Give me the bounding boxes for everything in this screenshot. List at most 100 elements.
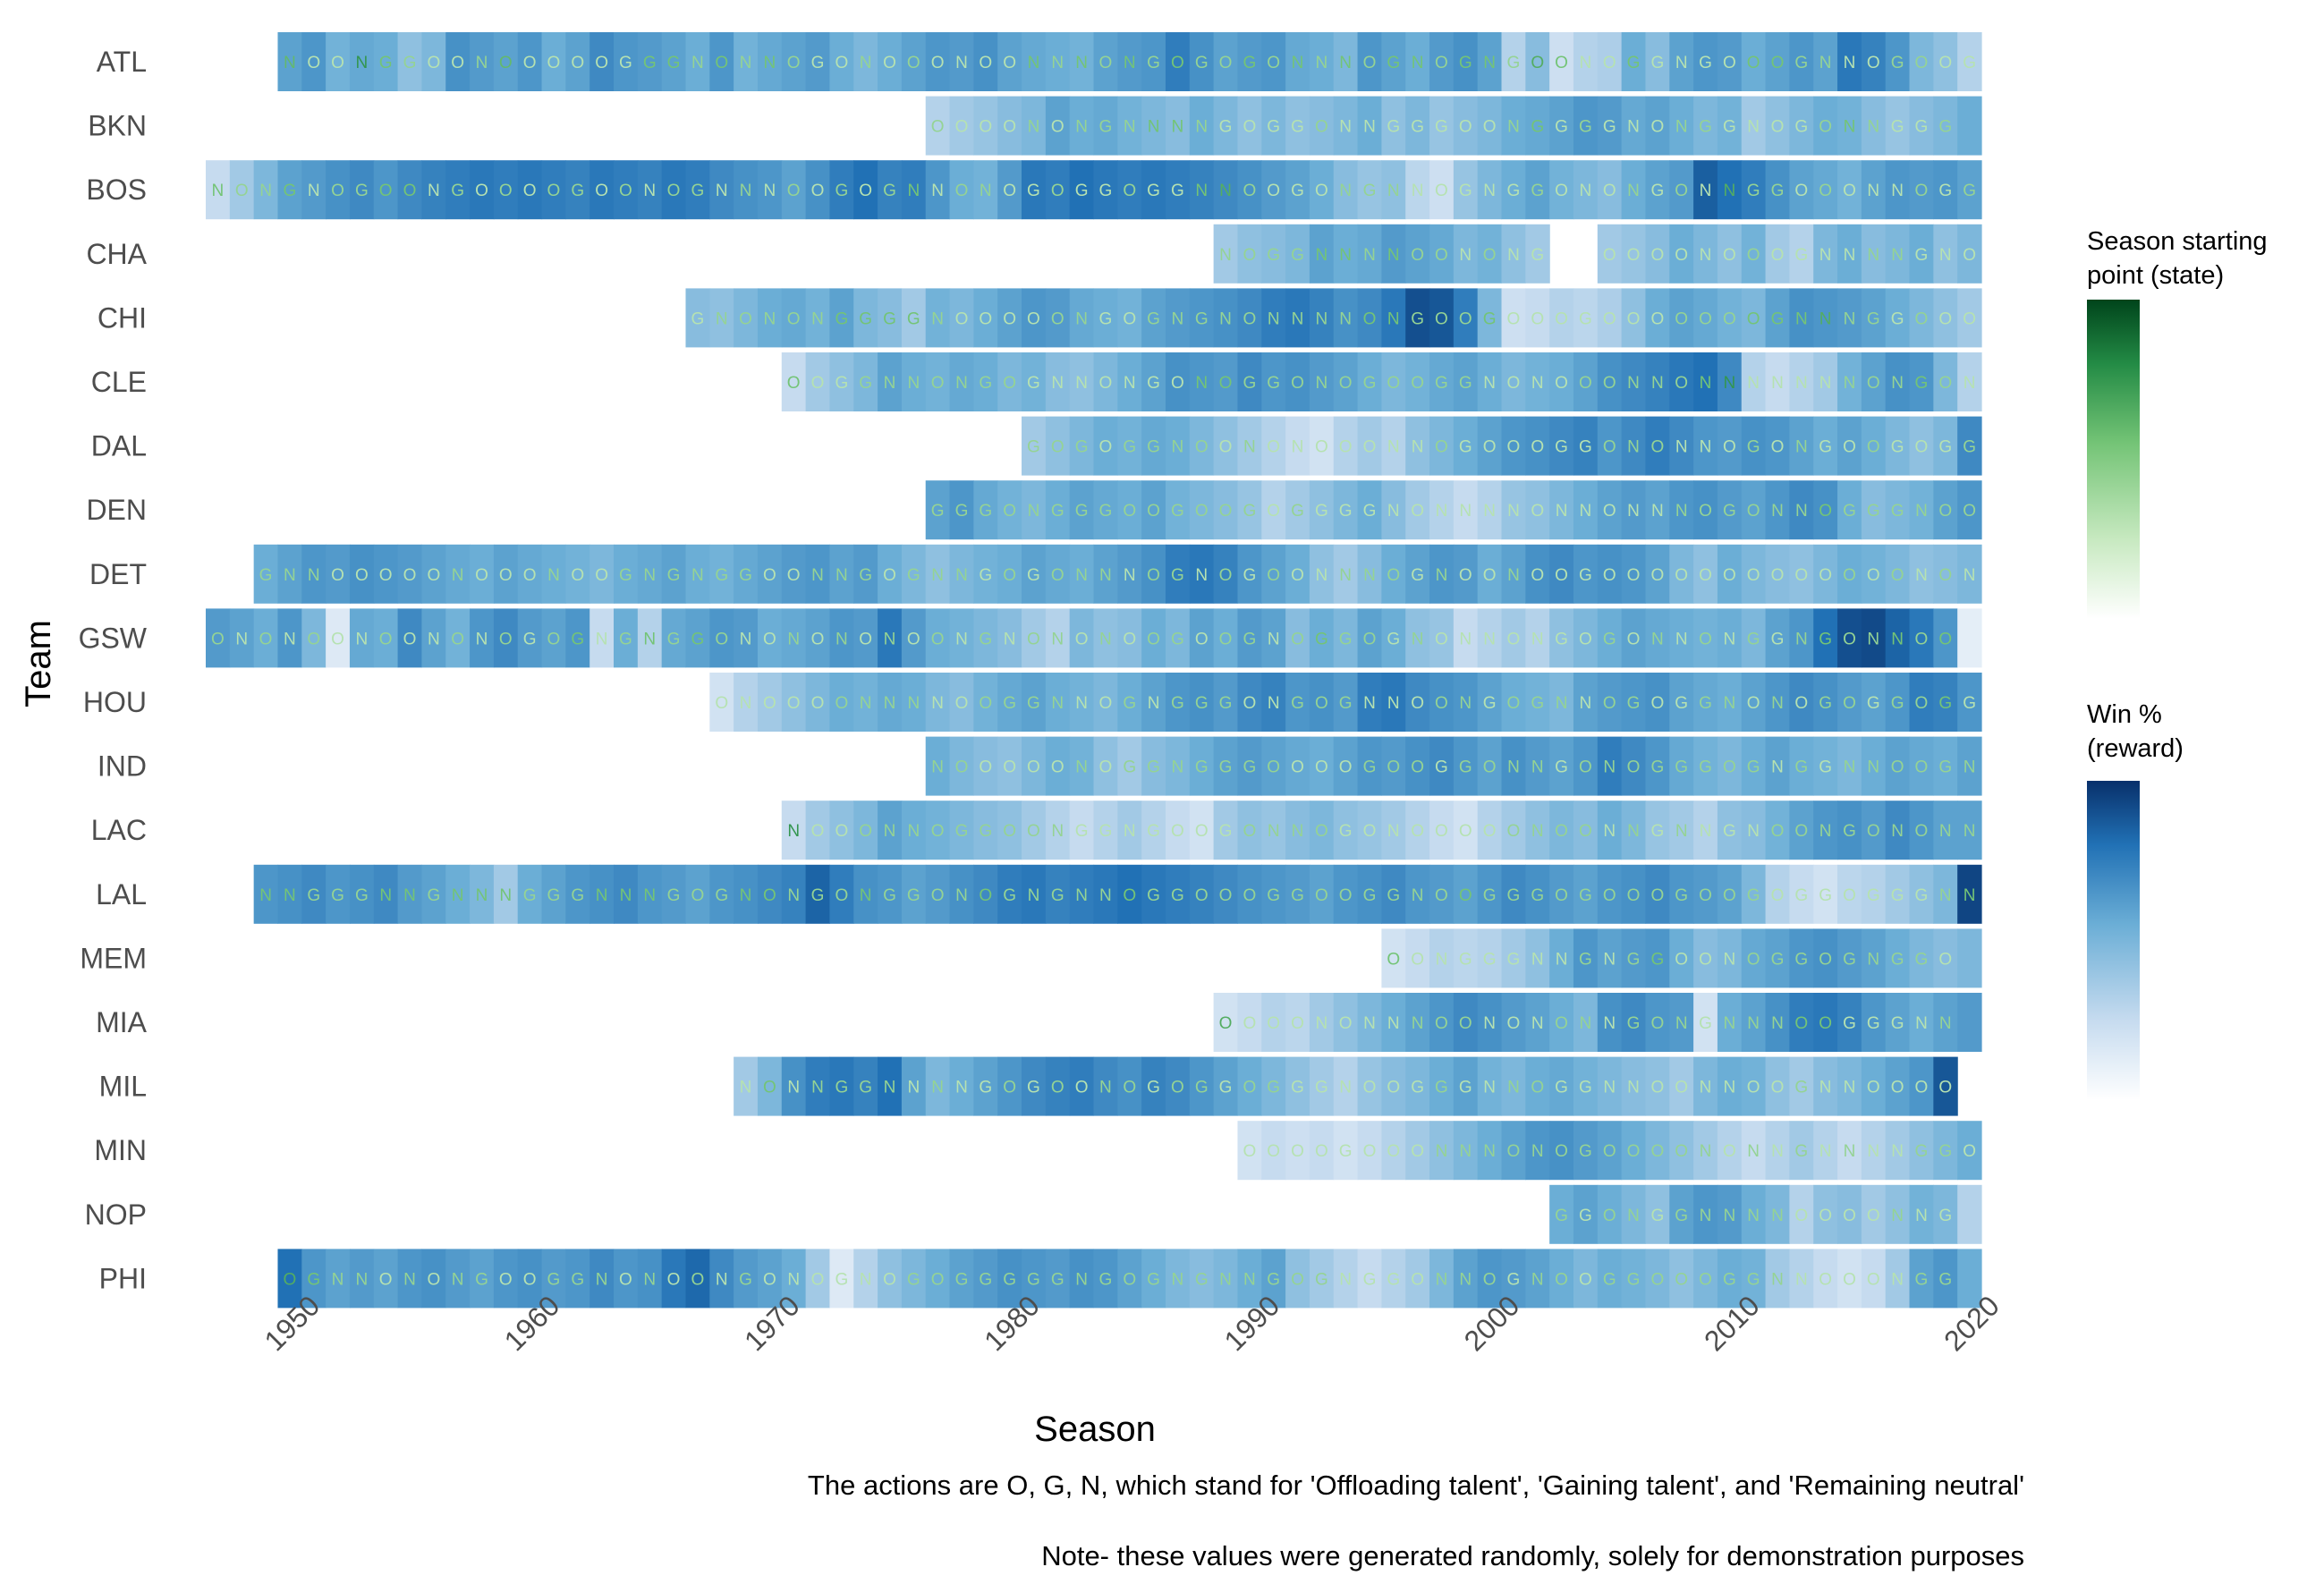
action-label: O (1027, 822, 1040, 841)
action-label: N (1315, 309, 1327, 328)
heatmap-cell (1861, 288, 1887, 348)
action-label: N (955, 630, 968, 648)
action-label: G (1339, 694, 1353, 713)
action-label: G (1938, 694, 1952, 713)
action-label: N (1844, 309, 1856, 328)
heatmap-cell (1093, 480, 1118, 540)
action-label: O (1507, 309, 1521, 328)
action-label: N (884, 694, 896, 713)
action-label: G (1459, 374, 1472, 393)
action-label: N (1771, 1207, 1784, 1225)
action-label: N (1867, 246, 1879, 265)
action-label: N (764, 182, 776, 200)
action-label: N (1627, 1207, 1640, 1225)
action-label: O (1747, 502, 1760, 521)
heatmap-cell (1813, 160, 1838, 220)
action-label: O (1435, 694, 1448, 713)
heatmap-cell (1405, 224, 1430, 284)
heatmap-cell (1837, 288, 1862, 348)
action-label: N (1819, 1142, 1832, 1161)
action-label: O (1027, 758, 1040, 777)
action-label: N (1891, 246, 1904, 265)
heatmap-cell (1069, 32, 1095, 91)
action-label: O (955, 309, 969, 328)
action-label: N (1412, 182, 1424, 200)
action-label: O (1243, 886, 1256, 905)
heatmap-cell (1213, 480, 1239, 540)
heatmap-cell (973, 352, 998, 411)
heatmap-cell (1813, 96, 1838, 156)
heatmap-cell (1405, 673, 1430, 732)
heatmap-cell (781, 544, 807, 604)
heatmap-cell (1285, 864, 1310, 924)
action-label: G (1387, 886, 1400, 905)
action-label: N (1436, 950, 1448, 969)
heatmap-cell (1117, 96, 1142, 156)
action-label: N (1292, 822, 1304, 841)
heatmap-cell (1045, 544, 1071, 604)
action-label: N (716, 1270, 728, 1289)
heatmap-cell (614, 544, 639, 604)
action-label: O (715, 54, 728, 72)
x-axis-title: Season (1034, 1410, 1156, 1449)
heatmap-cell (1477, 480, 1503, 540)
heatmap-cell (1909, 800, 1934, 860)
heatmap-cell (301, 544, 327, 604)
heatmap-cell (1381, 288, 1406, 348)
action-label: O (1771, 1079, 1785, 1097)
action-label: G (1027, 182, 1040, 200)
heatmap-cell (1381, 352, 1406, 411)
action-label: G (1867, 309, 1880, 328)
heatmap-cell (1261, 160, 1286, 220)
action-label: N (1964, 374, 1976, 393)
heatmap-cell (685, 864, 710, 924)
heatmap-cell (589, 32, 615, 91)
heatmap-cell (901, 864, 927, 924)
action-label: G (1915, 118, 1929, 137)
heatmap-cell (1885, 96, 1911, 156)
action-label: O (1627, 566, 1641, 585)
heatmap-cell (829, 544, 854, 604)
action-label: G (1267, 374, 1280, 393)
heatmap-cell (637, 608, 663, 668)
action-label: N (1483, 182, 1496, 200)
heatmap-cell (421, 160, 446, 220)
action-label: N (1556, 694, 1568, 713)
action-label: O (715, 630, 728, 648)
heatmap-cell (1453, 352, 1479, 411)
action-label: N (1075, 1270, 1088, 1289)
action-label: N (403, 1270, 416, 1289)
action-label: G (1147, 54, 1160, 72)
action-label: O (1650, 1270, 1664, 1289)
heatmap-cell (1669, 416, 1694, 476)
heatmap-cell (709, 673, 734, 732)
heatmap-cell (1645, 608, 1670, 668)
action-label: N (1172, 309, 1184, 328)
action-label: G (1363, 886, 1377, 905)
action-label: O (1387, 950, 1400, 969)
action-label: O (283, 1270, 296, 1289)
action-label: O (1843, 630, 1856, 648)
heatmap-cell (1381, 736, 1406, 796)
action-label: O (1915, 1079, 1929, 1097)
action-label: N (1507, 566, 1520, 585)
action-label: N (907, 822, 920, 841)
action-label: G (1411, 566, 1424, 585)
heatmap-cell (1645, 864, 1670, 924)
heatmap-cell (1621, 288, 1647, 348)
heatmap-cell (1525, 352, 1550, 411)
action-label: N (1243, 1270, 1256, 1289)
action-label: N (1507, 118, 1520, 137)
heatmap-cell (1597, 864, 1623, 924)
heatmap-cell (1093, 352, 1118, 411)
action-label: N (476, 54, 488, 72)
action-label: N (1627, 118, 1640, 137)
heatmap-cell (1837, 416, 1862, 476)
heatmap-cell (878, 160, 903, 220)
heatmap-cell (1069, 160, 1095, 220)
heatmap-cell (1501, 224, 1526, 284)
heatmap-cell (637, 544, 663, 604)
action-label: N (1292, 309, 1304, 328)
heatmap-cell (1597, 544, 1623, 604)
action-label: G (1699, 118, 1712, 137)
